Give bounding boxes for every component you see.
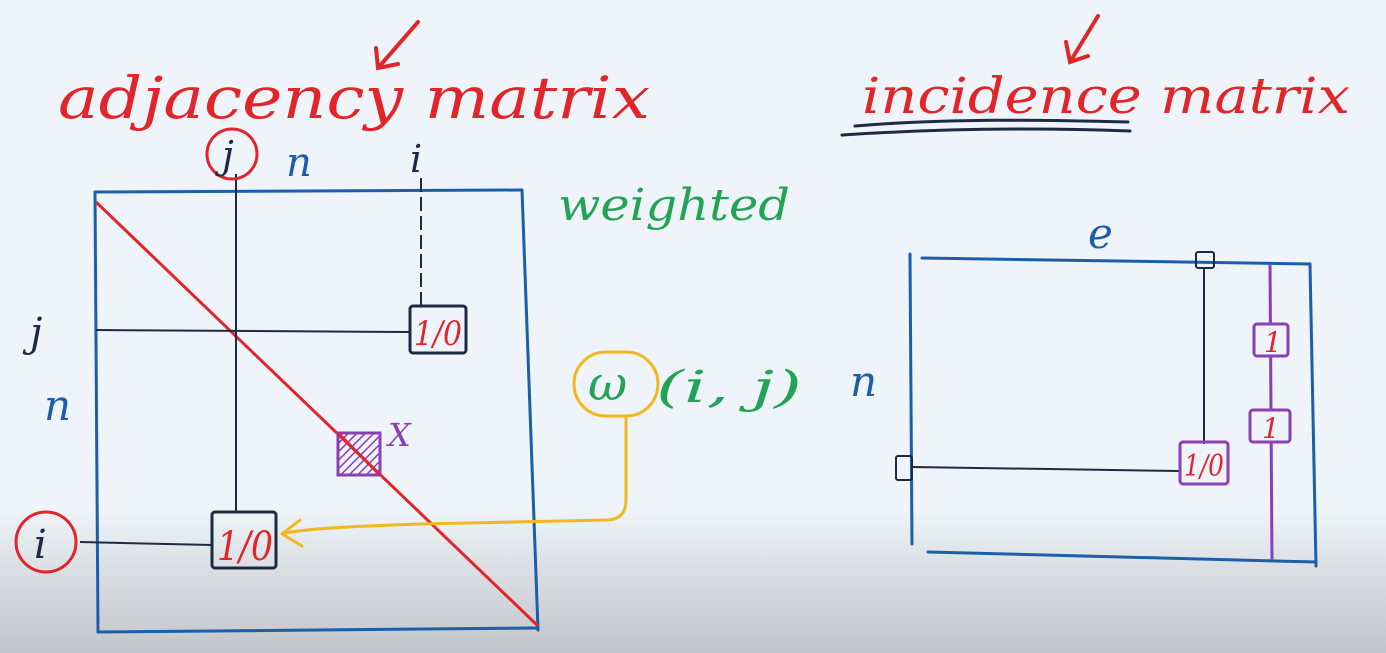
adjacency-matrix-title: adjacency matrix bbox=[58, 64, 650, 132]
adjacency-col-j-label: j bbox=[215, 133, 234, 177]
adjacency-cell-ij-box bbox=[210, 510, 278, 570]
incidence-matrix-title: incidence matrix bbox=[862, 67, 1350, 125]
incidence-col-e-label: e bbox=[1088, 209, 1113, 258]
weight-to-cell-arrow bbox=[280, 416, 628, 548]
adjacency-row-i-label: i bbox=[34, 522, 47, 568]
incidence-mark-2: 1 bbox=[1262, 412, 1280, 445]
incidence-pointer-arrow bbox=[1064, 14, 1100, 65]
weight-function-w: ω bbox=[588, 356, 627, 412]
incidence-row-marker bbox=[895, 455, 913, 481]
adjacency-cell-ij-value: 1/0 bbox=[217, 524, 273, 570]
adjacency-diagonal bbox=[94, 200, 540, 628]
adjacency-row-n-label: n bbox=[44, 381, 71, 430]
incidence-underline bbox=[840, 118, 1132, 137]
incidence-mark-2-box bbox=[1248, 408, 1292, 444]
diagonal-cell-red-stroke bbox=[336, 431, 382, 477]
adjacency-cell-ji-box bbox=[408, 304, 468, 355]
weight-function-args: (i, j) bbox=[656, 362, 802, 413]
weight-function-circle bbox=[572, 350, 660, 418]
incidence-cell-box bbox=[1178, 440, 1230, 486]
adjacency-row-j-line bbox=[95, 329, 411, 333]
incidence-column-marker bbox=[1195, 251, 1215, 269]
column-j-circle bbox=[205, 127, 259, 181]
adjacency-row-i-line bbox=[79, 541, 213, 546]
adjacency-cell-ji-value: 1/0 bbox=[414, 314, 462, 354]
adjacency-col-n-label: n bbox=[286, 140, 312, 186]
incidence-cell-value: 1/0 bbox=[1184, 449, 1224, 484]
adjacency-pointer-arrow bbox=[374, 20, 420, 71]
incidence-row-line bbox=[911, 466, 1181, 472]
weighted-label: weighted bbox=[558, 180, 790, 231]
diagonal-x-mark: X bbox=[385, 416, 412, 454]
incidence-mark-1: 1 bbox=[1264, 326, 1282, 359]
adjacency-matrix-frame bbox=[93, 188, 540, 634]
incidence-row-n-label: n bbox=[850, 357, 877, 406]
adjacency-row-j-label: j bbox=[22, 310, 42, 356]
adjacency-col-i-label: i bbox=[410, 137, 422, 181]
row-i-circle bbox=[14, 510, 78, 574]
incidence-matrix-frame bbox=[908, 252, 1318, 568]
incidence-mark-1-box bbox=[1252, 322, 1290, 358]
